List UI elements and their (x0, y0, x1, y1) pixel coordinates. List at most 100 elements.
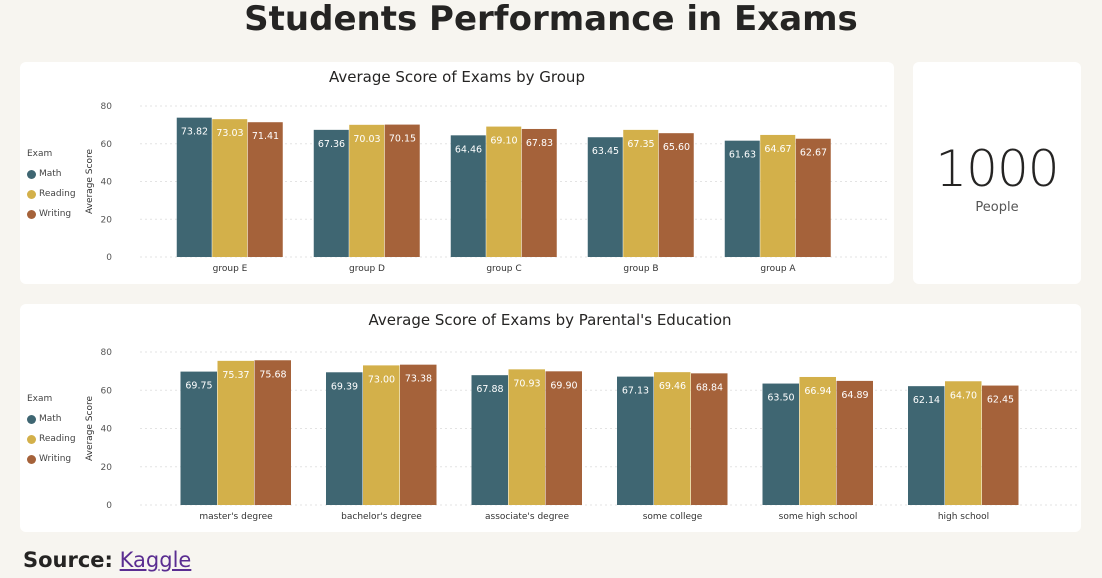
bar-writing[interactable] (384, 124, 420, 257)
bar-math[interactable] (471, 375, 509, 505)
page-title: Students Performance in Exams (244, 0, 858, 39)
data-label: 64.89 (841, 390, 868, 401)
data-label: 67.36 (318, 139, 345, 150)
bar-writing[interactable] (836, 380, 874, 505)
bar-writing[interactable] (254, 360, 292, 505)
chart-legend: Exam Math Reading Writing (27, 394, 76, 469)
legend-item-math[interactable]: Math (27, 409, 76, 429)
bar-writing[interactable] (400, 364, 437, 505)
x-tick-label: group C (486, 264, 521, 274)
data-label: 66.94 (804, 386, 831, 397)
data-label: 67.88 (476, 384, 503, 395)
x-tick-label: associate's degree (485, 512, 569, 522)
legend-item-math[interactable]: Math (27, 164, 76, 184)
kpi-card: 1000 People (913, 62, 1081, 284)
data-label: 70.15 (389, 134, 416, 145)
legend-label: Math (39, 169, 62, 179)
bar-reading[interactable] (508, 369, 546, 505)
data-label: 64.70 (950, 390, 977, 401)
legend-item-writing[interactable]: Writing (27, 449, 76, 469)
data-label: 70.03 (353, 134, 380, 145)
data-label: 64.67 (764, 144, 791, 155)
legend-swatch (27, 414, 36, 424)
bar-writing[interactable] (521, 128, 557, 257)
y-tick-label: 20 (101, 463, 113, 473)
data-label: 63.50 (767, 393, 794, 404)
data-label: 71.41 (252, 131, 279, 142)
data-label: 69.90 (550, 380, 577, 391)
legend-item-reading[interactable]: Reading (27, 184, 76, 204)
chart-title: Average Score of Exams by Parental's Edu… (368, 311, 731, 329)
kpi-value: 1000 (935, 140, 1059, 198)
bar-reading[interactable] (623, 129, 659, 257)
source-line: Source: Kaggle (23, 548, 191, 572)
y-tick-label: 0 (106, 501, 112, 511)
bar-reading[interactable] (486, 126, 522, 257)
bar-math[interactable] (724, 140, 760, 257)
bar-math[interactable] (176, 117, 212, 257)
bar-math[interactable] (587, 137, 623, 257)
y-axis-label: Average Score (85, 149, 95, 214)
y-tick-label: 40 (101, 425, 113, 435)
data-label: 62.67 (800, 148, 827, 159)
bar-math[interactable] (908, 386, 945, 505)
y-tick-label: 80 (101, 102, 113, 112)
bar-reading[interactable] (217, 360, 255, 505)
source-link[interactable]: Kaggle (119, 548, 192, 572)
bar-writing[interactable] (982, 385, 1019, 505)
chart-by-parental-education[interactable]: Average Score of Exams by Parental's Edu… (20, 304, 1081, 532)
bar-writing[interactable] (795, 138, 831, 257)
x-tick-label: master's degree (199, 512, 273, 522)
bar-math[interactable] (326, 372, 363, 505)
legend-swatch (27, 434, 36, 444)
bar-writing[interactable] (658, 133, 694, 257)
legend-item-writing[interactable]: Writing (27, 204, 76, 224)
y-tick-label: 60 (101, 386, 113, 396)
x-tick-label: group D (349, 264, 385, 274)
x-tick-label: group E (213, 264, 248, 274)
data-label: 69.39 (331, 381, 358, 392)
bar-math[interactable] (313, 129, 349, 257)
legend-swatch (27, 189, 36, 199)
chart-by-group[interactable]: Average Score of Exams by Group 0 20 40 60 80… (20, 62, 894, 284)
bar-reading[interactable] (212, 119, 248, 257)
data-label: 67.83 (526, 138, 553, 149)
x-tick-label: some college (643, 512, 703, 522)
legend-swatch (27, 209, 36, 219)
data-label: 68.84 (696, 382, 723, 393)
chart-legend: Exam Math Reading Writing (27, 149, 76, 224)
legend-label: Writing (39, 209, 72, 219)
x-tick-label: group B (623, 264, 658, 274)
bar-writing[interactable] (691, 373, 728, 505)
legend-swatch (27, 169, 36, 179)
bar-math[interactable] (450, 135, 486, 257)
data-label: 73.38 (405, 374, 432, 385)
data-label: 69.75 (185, 381, 212, 392)
bar-reading[interactable] (760, 134, 796, 257)
bar-math[interactable] (617, 376, 654, 505)
x-tick-label: bachelor's degree (341, 512, 422, 522)
data-label: 73.82 (181, 127, 208, 138)
data-label: 67.13 (622, 386, 649, 397)
bar-reading[interactable] (799, 376, 837, 505)
bar-reading[interactable] (945, 381, 982, 505)
bar-math[interactable] (180, 371, 218, 505)
bar-writing[interactable] (545, 371, 583, 505)
legend-item-reading[interactable]: Reading (27, 429, 76, 449)
y-tick-label: 20 (101, 215, 113, 225)
bar-reading[interactable] (349, 124, 385, 257)
source-label: Source: (23, 548, 113, 572)
data-label: 69.10 (490, 136, 517, 147)
bar-reading[interactable] (363, 365, 400, 505)
y-tick-label: 80 (101, 348, 113, 358)
chart-card-education: Average Score of Exams by Parental's Edu… (20, 304, 1081, 532)
data-label: 69.46 (659, 381, 686, 392)
data-label: 75.37 (222, 370, 249, 381)
data-label: 70.93 (513, 378, 540, 389)
bar-math[interactable] (762, 383, 800, 505)
bar-writing[interactable] (247, 122, 283, 257)
data-label: 62.14 (913, 395, 940, 406)
data-label: 73.00 (368, 374, 395, 385)
bar-reading[interactable] (654, 372, 691, 505)
y-tick-label: 60 (101, 140, 113, 150)
